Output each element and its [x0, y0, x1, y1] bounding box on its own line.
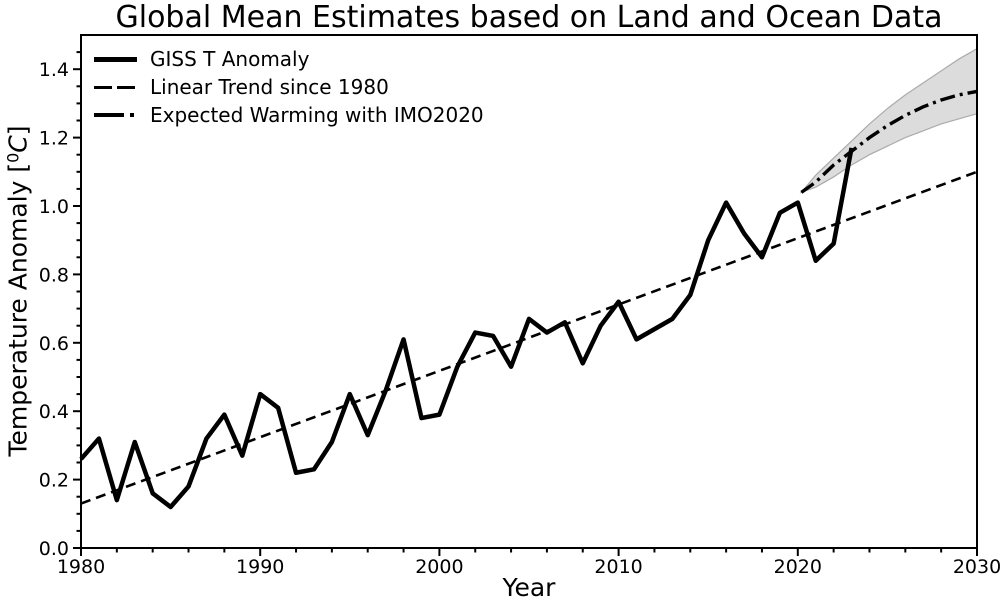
y-axis-label-unit: C: [3, 135, 33, 153]
axis-ticks: [73, 51, 978, 556]
y-tick-label: 1.4: [39, 59, 69, 81]
tick-labels: 1980 1990 2000 2010 2020 2030 0.0 0.2 0.4 0.6 0.8 1…: [39, 59, 1000, 578]
y-tick-label: 0.2: [39, 470, 69, 492]
series-line-dashed: [80, 170, 978, 505]
legend-item-giss-anomaly: GISS T Anomaly: [94, 45, 484, 73]
y-tick-label: 1.2: [39, 128, 69, 150]
x-tick-label: 2020: [774, 556, 822, 578]
legend-label: Linear Trend since 1980: [150, 75, 389, 99]
x-tick-label: 1990: [236, 556, 284, 578]
x-tick-label: 2030: [953, 556, 1000, 578]
legend-label: Expected Warming with IMO2020: [150, 103, 484, 127]
legend: GISS T Anomaly Linear Trend since 1980 E…: [94, 45, 484, 129]
solid-line-icon: [94, 56, 137, 62]
chart-title: Global Mean Estimates based on Land and …: [115, 0, 943, 35]
y-tick-label: 1.0: [39, 196, 69, 218]
y-axis-label-superscript: 0: [3, 152, 23, 163]
y-tick-label: 0.6: [39, 333, 69, 355]
x-tick-label: 2010: [594, 556, 642, 578]
y-tick-label: 0.4: [39, 401, 69, 423]
dashdot-line-icon: [94, 113, 137, 117]
x-tick-label: 1980: [57, 556, 105, 578]
x-tick-label: 2000: [415, 556, 463, 578]
y-tick-label: 0.8: [39, 264, 69, 286]
legend-item-expected-warming: Expected Warming with IMO2020: [94, 101, 484, 129]
y-axis-label: Temperature Anomaly [0C]: [3, 125, 36, 457]
legend-item-linear-trend: Linear Trend since 1980: [94, 73, 484, 101]
y-axis-label-text: Temperature Anomaly [: [3, 162, 33, 457]
series-line-dashdot: [800, 89, 978, 194]
series-line-solid: [79, 147, 854, 510]
dashed-line-icon: [94, 85, 137, 89]
y-tick-label: 0.0: [39, 538, 69, 560]
y-axis-label-close: ]: [3, 125, 33, 136]
legend-label: GISS T Anomaly: [150, 47, 310, 71]
x-axis-label: Year: [502, 573, 556, 602]
